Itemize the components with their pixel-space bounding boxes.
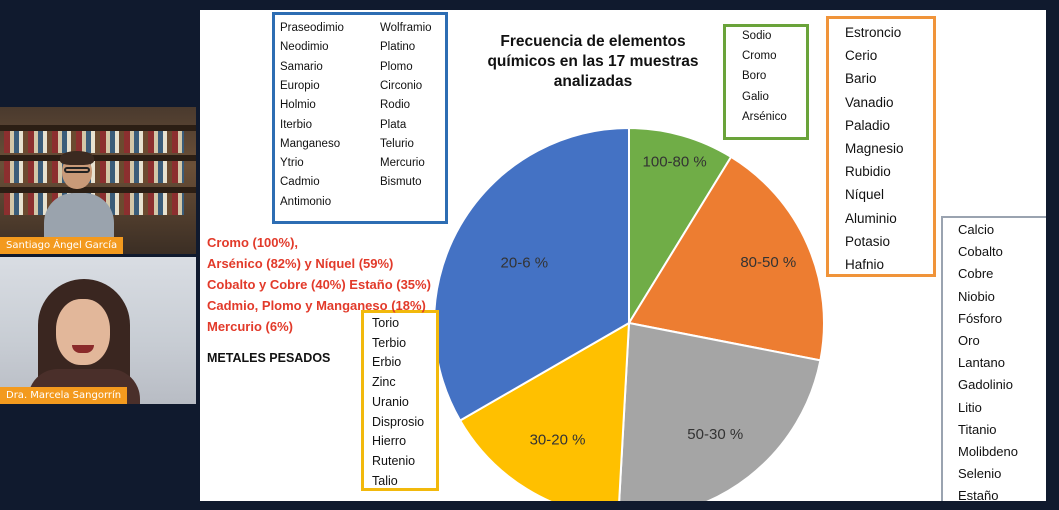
element-list-30-20: Torio Terbio Erbio Zinc Uranio Disprosio Hierr…: [361, 310, 439, 491]
note-line: Cromo (100%),: [207, 235, 299, 250]
element-name: Oro: [958, 333, 980, 348]
element-name: Estroncio: [845, 25, 902, 40]
element-name: Torio: [372, 316, 400, 330]
element-name: Cobre: [958, 266, 994, 282]
participant-video-tile[interactable]: Dra. Marcela Sangorrín: [0, 257, 196, 404]
element-name: Telurio: [380, 137, 414, 150]
element-name: Terbio: [372, 335, 407, 350]
participant-hair: [60, 151, 94, 165]
heavy-metals-notes: Cromo (100%), Arsénico (82%) y Níquel (5…: [207, 232, 431, 337]
element-name: Uranio: [372, 394, 409, 409]
element-list-50-30: Calcio Cobalto Cobre Niobio Fósforo Oro Lantan…: [941, 216, 1046, 501]
chart-title-line: analizadas: [553, 73, 633, 90]
pie-slice: [627, 155, 825, 362]
element-name: Sodio: [742, 30, 772, 42]
element-name: Estaño: [958, 488, 999, 501]
element-name: Plomo: [380, 60, 413, 73]
pie-slice: [433, 126, 630, 422]
element-name: Ytrio: [280, 157, 304, 170]
element-name: Arsénico: [742, 110, 787, 123]
element-name: Paladio: [845, 117, 891, 133]
element-name: Fósforo: [958, 310, 1003, 326]
element-name: Iterbio: [280, 118, 312, 131]
bookshelf-shelf: [0, 187, 196, 193]
element-list-80-50: Estroncio Cerio Bario Vanadio Paladio Magnesi…: [826, 16, 936, 277]
element-name: Gadolinio: [958, 377, 1013, 393]
element-name: Platino: [380, 41, 416, 54]
element-name: Neodimio: [280, 41, 329, 54]
element-name: Magnesio: [845, 141, 904, 156]
element-name: Disprosio: [372, 414, 425, 429]
element-name: Galio: [742, 90, 769, 103]
participant-mouth: [72, 345, 94, 353]
participant-video-tile[interactable]: Santiago Ángel García: [0, 107, 196, 254]
element-name: Boro: [742, 70, 767, 83]
element-name: Samario: [280, 60, 323, 73]
element-name: Hierro: [372, 434, 407, 449]
element-name: Wolframio: [380, 22, 432, 34]
element-name: Cobalto: [958, 244, 1003, 260]
note-line: Cobalto y Cobre (40%) Estaño (35%): [207, 277, 431, 292]
element-name: Manganeso: [280, 137, 341, 150]
element-name: Praseodimio: [280, 22, 344, 34]
element-list-20-6: Praseodimio Neodimio Samario Europio Holmio I…: [272, 12, 448, 224]
participant-name-label: Dra. Marcela Sangorrín: [0, 387, 128, 404]
element-name: Litio: [958, 399, 982, 415]
participant-face: [56, 299, 110, 365]
element-name: Rodio: [380, 99, 411, 112]
element-name: Níquel: [845, 187, 885, 203]
element-name: Antimonio: [280, 195, 332, 208]
element-name: Europio: [280, 79, 320, 92]
element-name: Vanadio: [845, 94, 894, 110]
metales-pesados-label: METALES PESADOS: [207, 351, 331, 365]
chart-title-line: químicos en las 17 muestras: [487, 53, 699, 70]
element-name: Selenio: [958, 466, 1002, 482]
element-name: Bismuto: [380, 176, 422, 189]
pie-slice: [458, 321, 631, 501]
element-name: Holmio: [280, 99, 316, 112]
note-line: Cadmio, Plomo y Manganeso (18%): [207, 298, 426, 313]
element-name: Bario: [845, 71, 877, 87]
element-name: Talio: [372, 473, 398, 488]
pie-slice-label: 20-6 %: [501, 255, 549, 272]
element-name: Molibdeno: [958, 444, 1018, 459]
glasses-icon: [64, 167, 90, 173]
element-name: Cromo: [742, 50, 777, 63]
bookshelf-shelf: [0, 155, 196, 161]
element-name: Titanio: [958, 421, 997, 437]
note-line: Mercurio (6%): [207, 319, 293, 334]
pie-slice-label: 100-80 %: [643, 154, 707, 171]
pie-slice: [628, 126, 733, 327]
pie-chart: 100-80 % 80-50 % 50-30 % 30-20 % 20-6 %: [433, 126, 825, 501]
element-name: Zinc: [372, 375, 396, 390]
element-name: Potasio: [845, 233, 891, 249]
bookshelf-shelf: [0, 125, 196, 131]
element-name: Cerio: [845, 48, 878, 64]
participant-name-label: Santiago Ángel García: [0, 237, 124, 254]
element-name: Rubidio: [845, 164, 891, 180]
element-name: Cadmio: [280, 176, 320, 189]
element-name: Erbio: [372, 355, 402, 370]
chart-title: Frecuencia de elementos químicos en las …: [458, 32, 728, 92]
element-name: Niobio: [958, 288, 995, 304]
element-name: Circonio: [380, 79, 423, 92]
element-name: Rutenio: [372, 453, 416, 468]
pie-slice-label: 80-50 %: [740, 254, 796, 271]
element-list-100-80: Sodio Cromo Boro Galio Arsénico: [723, 24, 809, 140]
element-name: Mercurio: [380, 157, 425, 170]
chart-title-line: Frecuencia de elementos: [500, 33, 686, 50]
element-name: Aluminio: [845, 210, 897, 226]
shared-screen-slide: 100-80 % 80-50 % 50-30 % 30-20 % 20-6 % Frec…: [200, 10, 1046, 501]
element-name: Lantano: [958, 355, 1005, 371]
bookshelf-books: [4, 161, 184, 183]
bookshelf-books: [4, 131, 184, 153]
element-name: Calcio: [958, 222, 995, 237]
element-name: Hafnio: [845, 257, 885, 272]
note-line: Arsénico (82%) y Níquel (59%): [207, 256, 394, 271]
element-name: Plata: [380, 118, 407, 131]
pie-slice-label: 50-30 %: [687, 426, 743, 443]
pie-slice-label: 30-20 %: [530, 431, 586, 448]
pie-slice: [618, 321, 822, 501]
